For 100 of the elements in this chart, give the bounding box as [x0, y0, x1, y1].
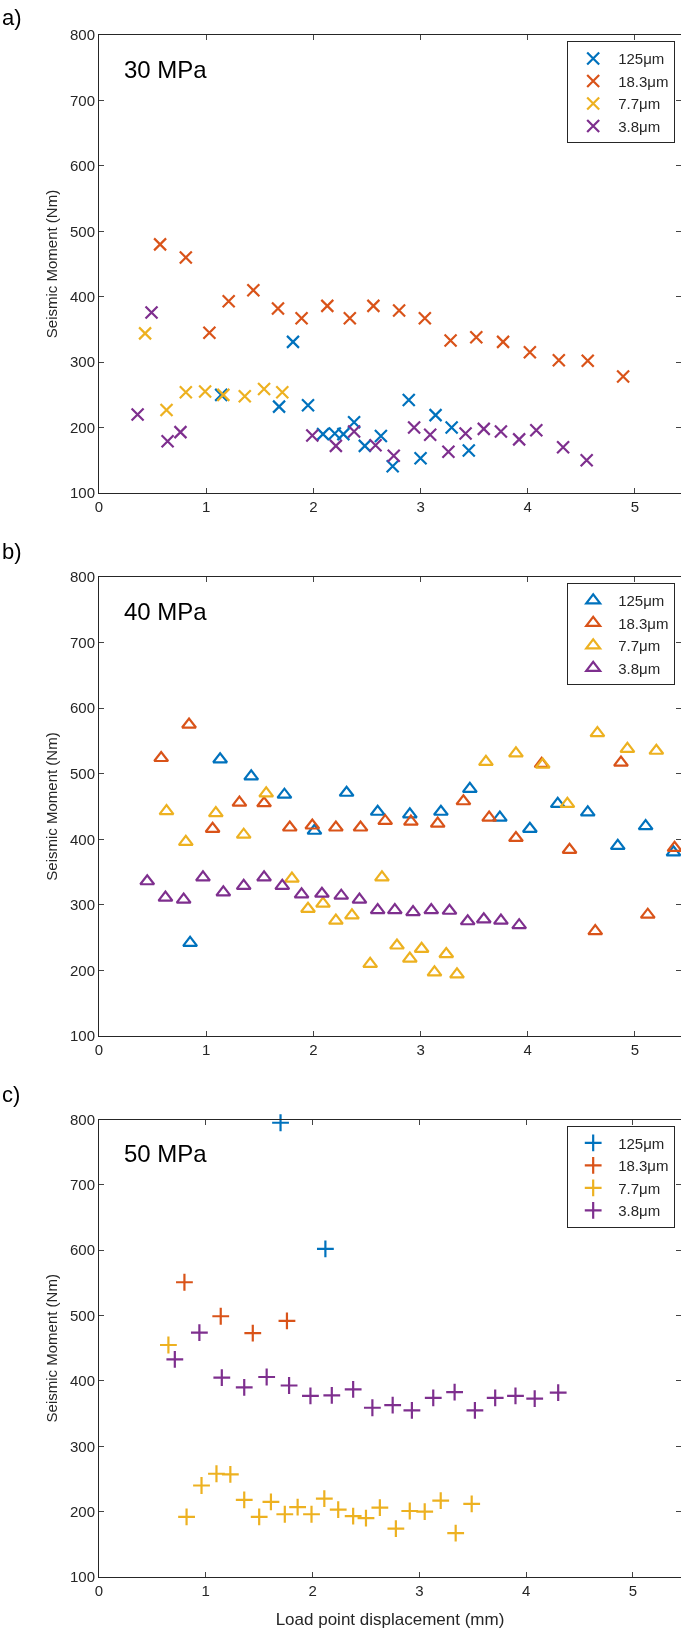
point [392, 303, 407, 318]
point [438, 946, 455, 959]
point [423, 427, 438, 442]
legend-label: 3.8μm [618, 1202, 661, 1220]
point [139, 874, 156, 886]
point [256, 796, 273, 808]
chart-title: a) [2, 5, 22, 30]
y-tick-label: 100 [69, 1568, 95, 1586]
point [256, 870, 273, 882]
point [529, 423, 544, 438]
point [373, 870, 390, 882]
point [271, 1113, 291, 1133]
point [237, 389, 252, 404]
point [279, 1376, 299, 1395]
point [383, 1395, 403, 1415]
point [256, 381, 272, 397]
legend-label: 125μm [618, 50, 665, 68]
y-tick-label: 300 [69, 896, 95, 914]
point [202, 325, 217, 340]
point [357, 438, 372, 453]
point [639, 907, 656, 919]
legend-label: 7.7μm [618, 637, 661, 655]
point [549, 796, 566, 808]
point [165, 1349, 185, 1369]
point [458, 426, 473, 441]
x-tick-label: 1 [202, 1041, 211, 1058]
point [144, 305, 159, 320]
point [385, 459, 400, 474]
x-axis-title: Load point displacement (mm) [275, 1610, 505, 1630]
point [174, 1272, 194, 1292]
point [234, 1377, 254, 1397]
point [648, 743, 665, 755]
point [609, 838, 626, 850]
point [373, 428, 388, 444]
y-tick-label: 100 [69, 484, 95, 502]
legend-label: 3.8μm [618, 659, 661, 677]
y-tick-label: 300 [69, 1437, 95, 1455]
point [246, 283, 261, 298]
point [417, 311, 432, 326]
point [462, 1494, 482, 1514]
x-tick-label: 0 [94, 498, 104, 515]
point [300, 398, 316, 413]
point [512, 432, 527, 447]
point [461, 781, 478, 793]
x-tick-label: 5 [630, 498, 640, 515]
y-tick-label: 400 [69, 287, 95, 305]
legend-label: 18.3μm [618, 1157, 669, 1175]
point [370, 1498, 390, 1518]
point [333, 888, 350, 900]
point [212, 1368, 232, 1388]
point [665, 845, 681, 857]
point [446, 1523, 466, 1543]
y-tick-label: 600 [69, 699, 95, 717]
point [158, 1335, 178, 1355]
point [294, 311, 309, 326]
point [362, 1398, 382, 1418]
point [428, 408, 443, 423]
point [283, 871, 300, 883]
point [235, 827, 252, 839]
point [587, 923, 604, 936]
y-tick-label: 500 [69, 1306, 95, 1324]
point [507, 746, 524, 758]
point [366, 298, 381, 313]
point [314, 1489, 334, 1509]
point [204, 821, 221, 833]
point [491, 810, 508, 822]
point [346, 424, 362, 439]
point [445, 1382, 465, 1402]
point [270, 301, 286, 316]
point [343, 1506, 363, 1526]
y-tick-label: 400 [69, 830, 95, 848]
point [369, 804, 386, 816]
legend-label: 18.3μm [618, 72, 669, 90]
point [234, 1490, 254, 1510]
y-tick-label: 500 [69, 764, 95, 782]
y-tick-label: 700 [69, 91, 95, 109]
point [455, 794, 472, 806]
point [285, 334, 301, 349]
point [192, 1476, 212, 1495]
chart-title: c) [2, 1082, 21, 1107]
point [231, 795, 248, 807]
y-tick-label: 500 [69, 222, 95, 240]
x-tick-label: 2 [309, 1041, 318, 1058]
point [556, 440, 571, 455]
text: 30 MPa [124, 56, 208, 83]
x-tick-label: 2 [309, 498, 318, 515]
point [178, 385, 193, 400]
x-tick-label: 1 [202, 498, 211, 515]
point [221, 294, 236, 309]
point [426, 965, 443, 977]
point [338, 785, 355, 797]
point [313, 886, 330, 898]
point [377, 813, 394, 826]
point [507, 830, 524, 843]
point [561, 842, 578, 854]
point [589, 725, 606, 738]
point [277, 1311, 297, 1331]
point [243, 1323, 263, 1343]
point [158, 803, 175, 816]
point [405, 904, 422, 917]
